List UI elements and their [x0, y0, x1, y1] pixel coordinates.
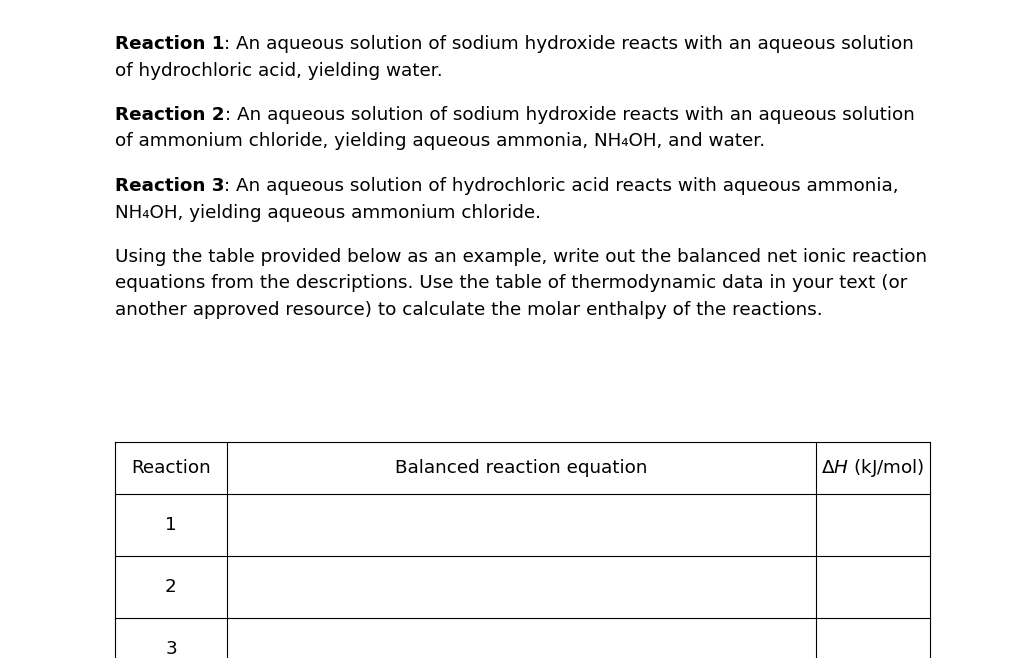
Text: 1: 1	[165, 516, 177, 534]
Text: : An aqueous solution of sodium hydroxide reacts with an aqueous solution: : An aqueous solution of sodium hydroxid…	[224, 106, 914, 124]
Text: Reaction 1: Reaction 1	[115, 35, 224, 53]
Text: NH₄OH, yielding aqueous ammonium chloride.: NH₄OH, yielding aqueous ammonium chlorid…	[115, 203, 541, 222]
Text: Reaction 3: Reaction 3	[115, 177, 224, 195]
Text: another approved resource) to calculate the molar enthalpy of the reactions.: another approved resource) to calculate …	[115, 301, 822, 319]
Text: $\mathit{\Delta H}$ (kJ/mol): $\mathit{\Delta H}$ (kJ/mol)	[821, 457, 925, 479]
Text: equations from the descriptions. Use the table of thermodynamic data in your tex: equations from the descriptions. Use the…	[115, 274, 907, 293]
Text: Balanced reaction equation: Balanced reaction equation	[395, 459, 648, 477]
Text: : An aqueous solution of hydrochloric acid reacts with aqueous ammonia,: : An aqueous solution of hydrochloric ac…	[224, 177, 899, 195]
Text: of ammonium chloride, yielding aqueous ammonia, NH₄OH, and water.: of ammonium chloride, yielding aqueous a…	[115, 132, 765, 151]
Text: Reaction: Reaction	[131, 459, 211, 477]
Text: 2: 2	[165, 578, 177, 596]
Text: Reaction 2: Reaction 2	[115, 106, 224, 124]
Text: : An aqueous solution of sodium hydroxide reacts with an aqueous solution: : An aqueous solution of sodium hydroxid…	[224, 35, 914, 53]
Text: Using the table provided below as an example, write out the balanced net ionic r: Using the table provided below as an exa…	[115, 248, 927, 266]
Text: 3: 3	[165, 640, 177, 658]
Text: of hydrochloric acid, yielding water.: of hydrochloric acid, yielding water.	[115, 61, 442, 80]
